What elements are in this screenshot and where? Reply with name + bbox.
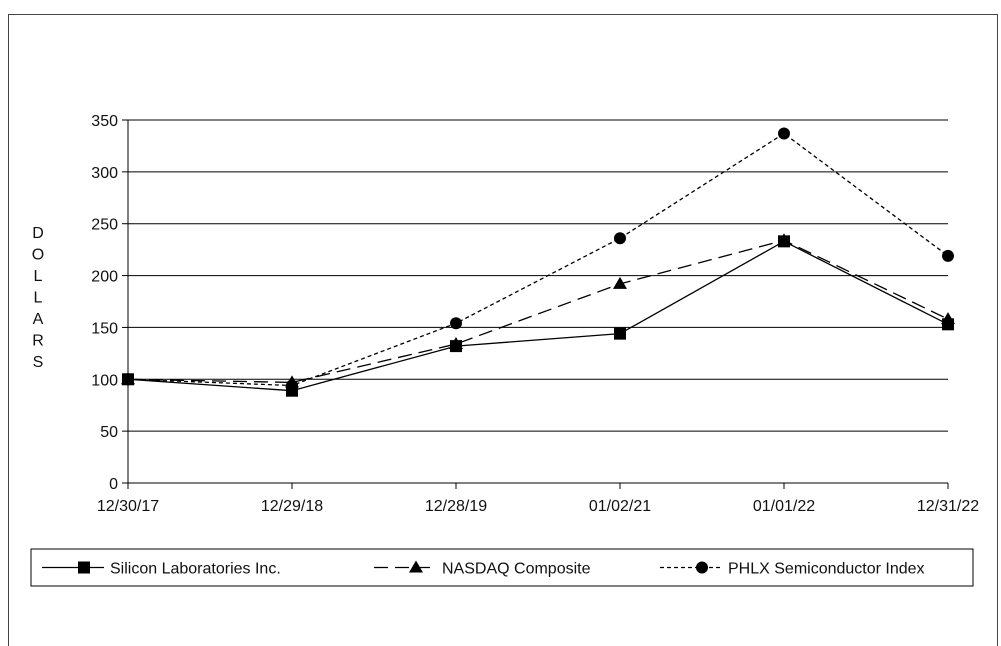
- data-point-square: [286, 384, 298, 397]
- data-point-square: [942, 318, 954, 331]
- legend-item: PHLX Semiconductor Index: [660, 561, 925, 578]
- y-tick-label: 100: [91, 372, 118, 389]
- legend-box: [30, 548, 974, 587]
- x-tick-label: 12/30/17: [97, 498, 159, 515]
- axes: [122, 119, 949, 489]
- y-tick-label: 300: [91, 165, 118, 182]
- data-point-triangle: [285, 375, 299, 388]
- series-silicon-laboratories-inc-: [122, 235, 954, 397]
- legend: Silicon Laboratories Inc. NASDAQ Composit…: [30, 548, 974, 587]
- x-tick-label: 12/28/19: [425, 498, 487, 515]
- data-point-circle: [942, 249, 954, 262]
- y-tick-labels: 0 50 100 150 200 250 300 350: [91, 113, 118, 493]
- y-axis-label-letter: O: [32, 247, 44, 264]
- y-axis-label-letter: A: [33, 311, 44, 328]
- data-point-square: [450, 340, 462, 353]
- chart-frame: [8, 14, 998, 646]
- data-point-square: [78, 561, 90, 574]
- grid-lines: [128, 119, 948, 484]
- y-axis-label-letter: L: [34, 268, 43, 285]
- legend-item: NASDAQ Composite: [374, 560, 591, 578]
- y-tick-label: 350: [91, 113, 118, 130]
- series-nasdaq-composite: [121, 233, 955, 388]
- y-tick-label: 250: [91, 217, 118, 234]
- series-line: [127, 239, 949, 384]
- legend-label: PHLX Semiconductor Index: [728, 561, 925, 578]
- series-phlx-semiconductor-index: [122, 127, 954, 392]
- y-axis-label-letter: D: [32, 225, 44, 242]
- x-tick-label: 01/02/21: [589, 498, 651, 515]
- y-tick-label: 50: [100, 424, 118, 441]
- data-point-circle: [696, 561, 708, 574]
- series-lines: [121, 127, 955, 397]
- legend-label: NASDAQ Composite: [442, 561, 591, 578]
- x-tick-label: 01/01/22: [753, 498, 815, 515]
- y-axis-label-letter: S: [33, 354, 44, 371]
- data-point-square: [778, 235, 790, 248]
- series-line: [127, 240, 949, 392]
- series-line: [127, 132, 949, 387]
- y-tick-label: 0: [109, 476, 118, 493]
- y-tick-label: 150: [91, 320, 118, 337]
- data-point-circle: [778, 127, 790, 140]
- data-point-circle: [450, 317, 462, 330]
- legend-item: Silicon Laboratories Inc.: [42, 561, 281, 578]
- data-point-triangle: [409, 560, 423, 573]
- legend-label: Silicon Laboratories Inc.: [110, 561, 281, 578]
- y-tick-label: 200: [91, 269, 118, 286]
- x-tick-label: 12/29/18: [261, 498, 323, 515]
- data-point-circle: [614, 232, 626, 245]
- x-tick-label: 12/31/22: [917, 498, 979, 515]
- data-point-square: [614, 327, 626, 340]
- x-tick-labels: 12/30/17 12/29/18 12/28/19 01/02/21 01/01/22…: [97, 498, 979, 515]
- y-axis-label-letter: L: [34, 290, 43, 307]
- data-point-square: [122, 373, 134, 386]
- data-point-triangle: [613, 276, 627, 289]
- y-axis-label-letter: R: [32, 333, 44, 350]
